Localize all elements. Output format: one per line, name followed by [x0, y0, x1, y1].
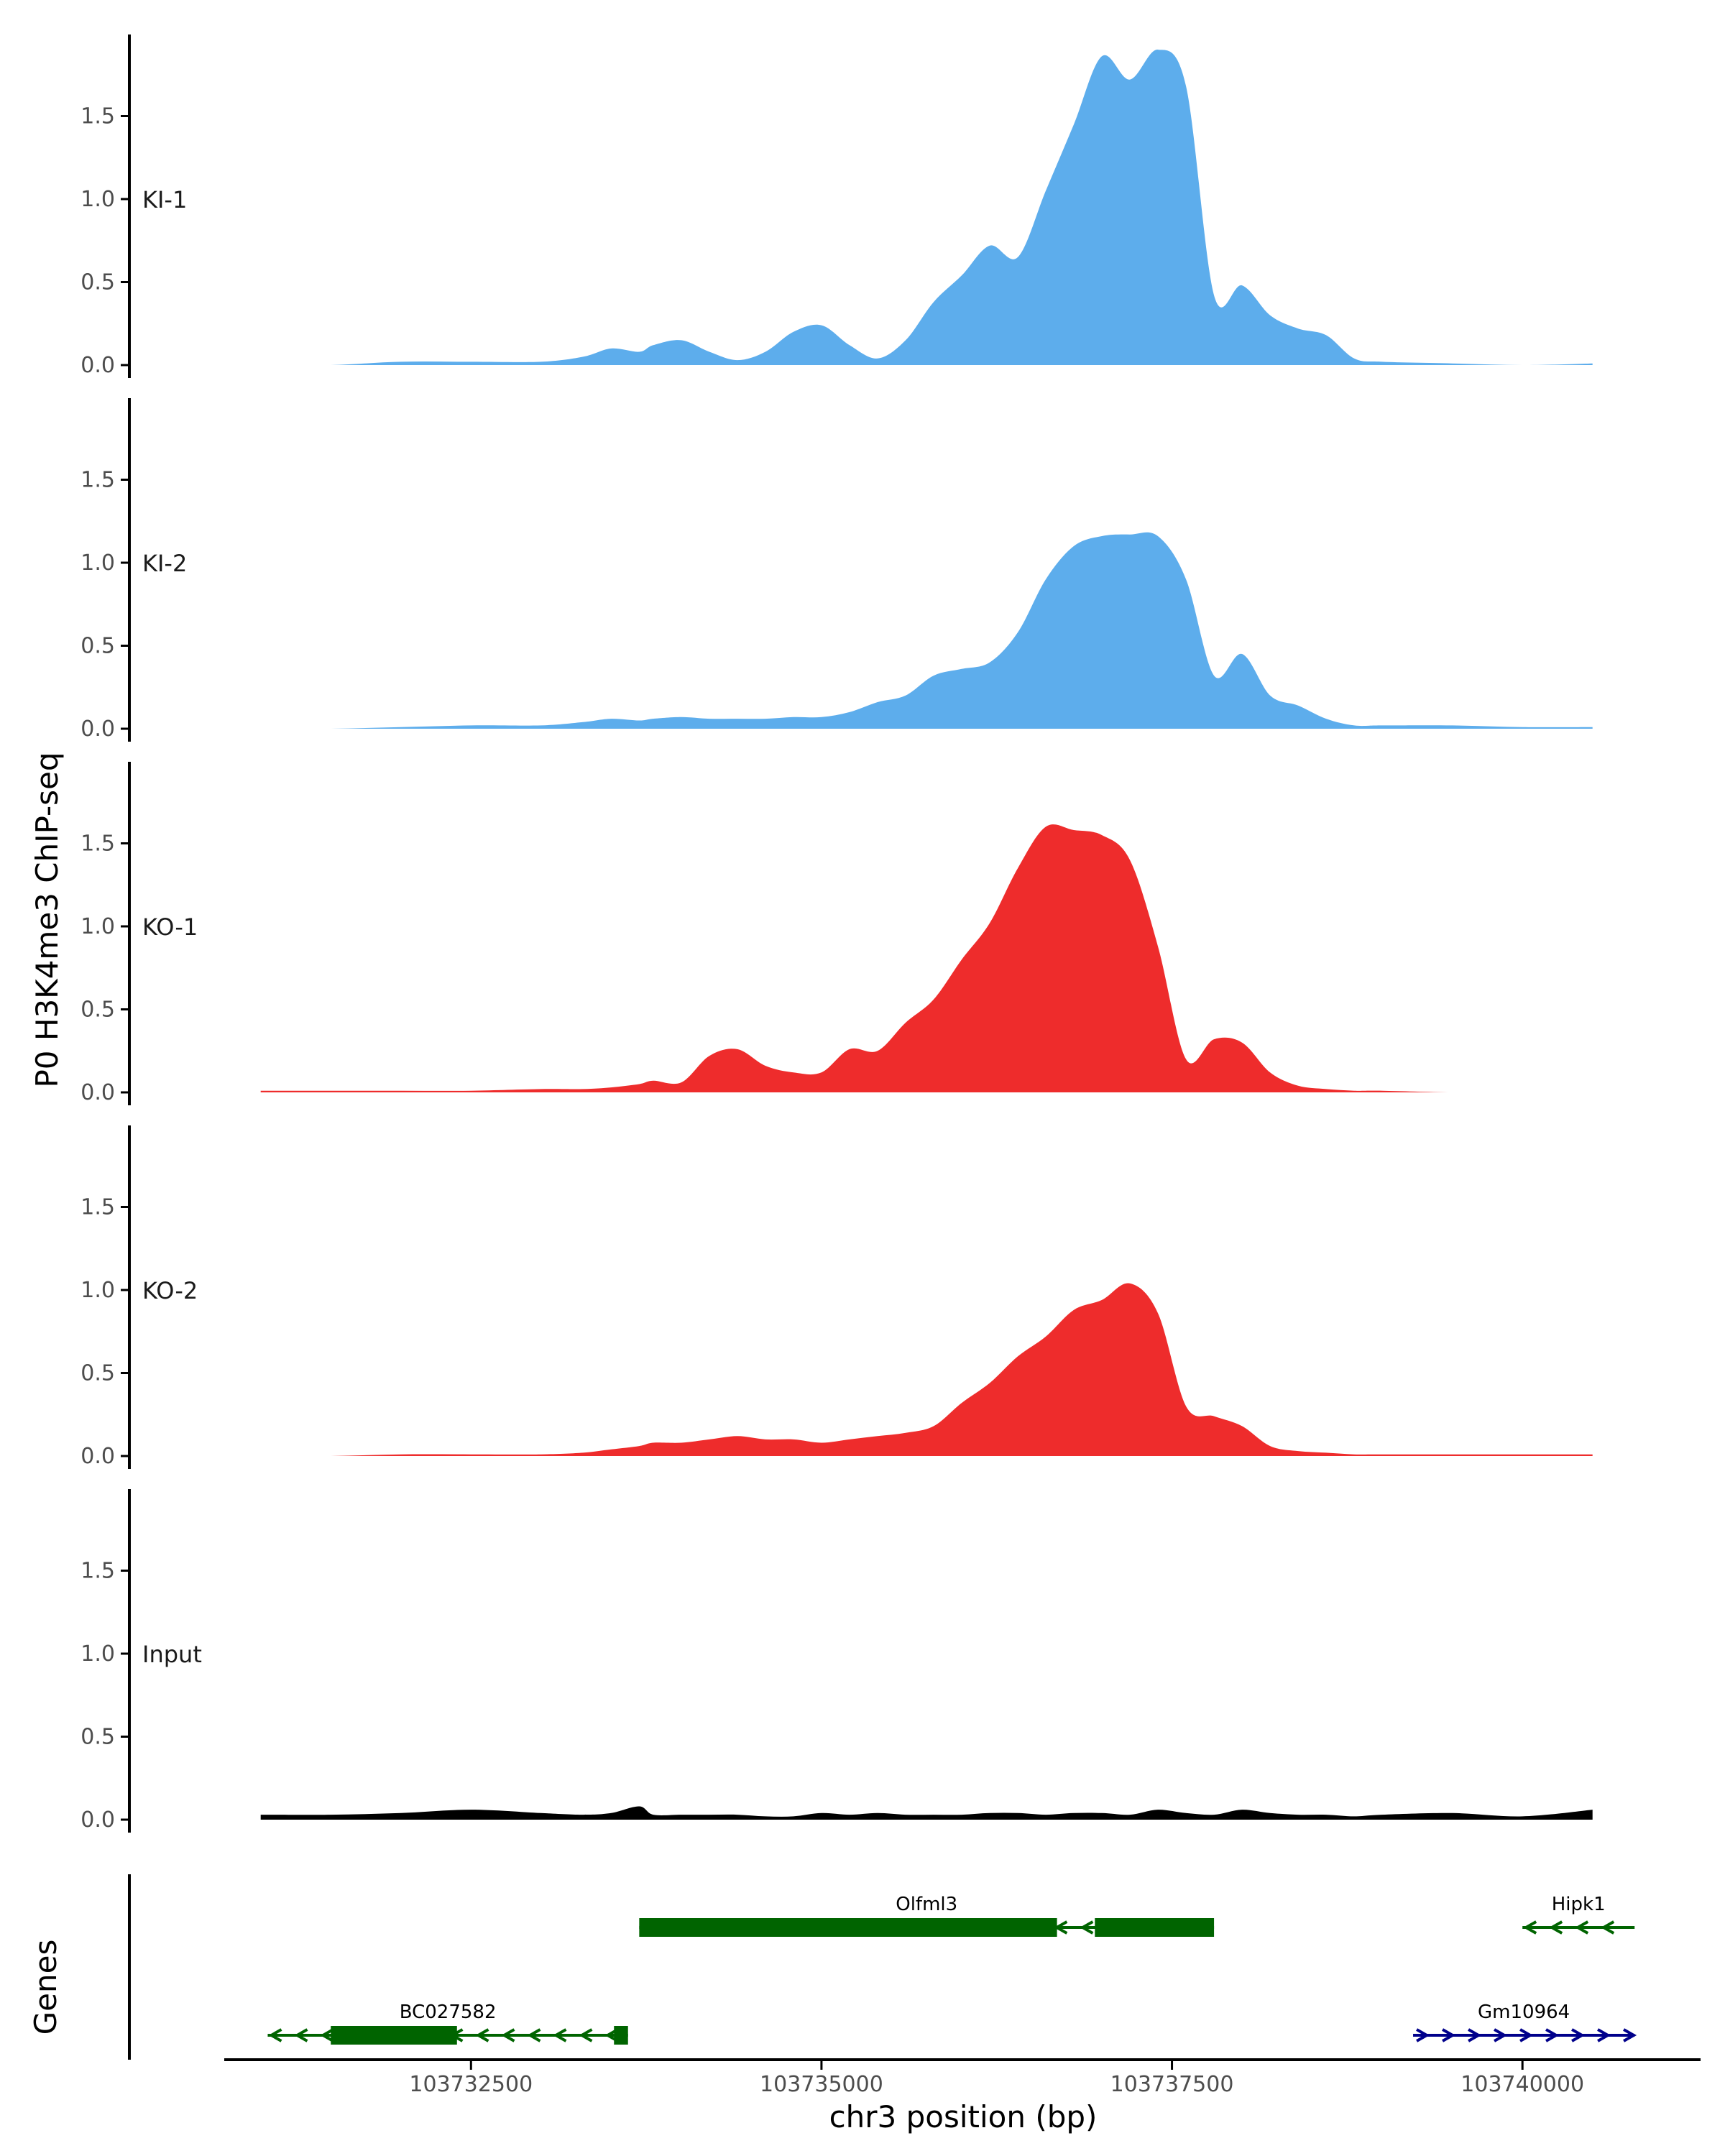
- strand-arrow-icon: [1080, 1920, 1094, 1935]
- y-tick-label: 0.5: [80, 998, 115, 1023]
- strand-arrow-icon: [1571, 2028, 1586, 2042]
- gene-label: Hipk1: [1552, 1894, 1606, 1915]
- strand-arrow-icon: [1545, 2028, 1560, 2042]
- y-tick-label: 0.0: [80, 1807, 115, 1833]
- y-tick-label: 1.0: [80, 914, 115, 939]
- track-ko-2: 0.0 0.5 1.0 1.5 KO-2: [80, 1125, 1593, 1469]
- gene-exon: [614, 2026, 628, 2045]
- y-tick-label: 1.0: [80, 187, 115, 212]
- y-tick-label: 1.5: [80, 1195, 115, 1220]
- strand-arrow-icon: [527, 2028, 541, 2042]
- y-tick-label: 1.0: [80, 550, 115, 576]
- signal-area-ki-1: [260, 50, 1593, 365]
- strand-arrow-icon: [1601, 1920, 1615, 1935]
- y-tick-label: 0.0: [80, 1080, 115, 1105]
- track-label: KO-1: [142, 913, 198, 941]
- gene-bc027582: BC027582: [267, 2001, 628, 2045]
- strand-arrow-icon: [1623, 2028, 1637, 2042]
- y-tick-label: 1.5: [80, 831, 115, 857]
- strand-arrow-icon: [1442, 2028, 1456, 2042]
- gene-olfml3: Olfml3: [639, 1894, 1215, 1937]
- y-tick-label: 0.0: [80, 1444, 115, 1469]
- y-tick-label: 1.5: [80, 1559, 115, 1584]
- strand-arrow-icon: [579, 2028, 593, 2042]
- genes-panel-title: Genes: [28, 1940, 63, 2035]
- signal-tracks: 0.0 0.5 1.0 1.5 KI-1 0.0 0.5 1.0 1.5 KI-2 0.0 0.5 1.…: [80, 34, 1593, 1833]
- strand-arrow-icon: [1597, 2028, 1611, 2042]
- x-tick-label: 103735000: [760, 2072, 883, 2097]
- track-label: Input: [142, 1641, 202, 1668]
- track-label: KO-2: [142, 1277, 198, 1304]
- x-axis: 103732500 103735000 103737500 103740000: [224, 2058, 1701, 2097]
- y-tick-label: 0.0: [80, 353, 115, 378]
- gene-label: Gm10964: [1478, 2001, 1570, 2023]
- gene-gm10964: Gm10964: [1413, 2001, 1637, 2042]
- y-tick-label: 0.5: [80, 1725, 115, 1750]
- gene-annotation-panel: Olfml3 Hipk1 BC027582 Gm10964: [128, 1874, 1637, 2060]
- strand-arrow-icon: [501, 2028, 515, 2042]
- gene-label: BC027582: [400, 2001, 497, 2023]
- signal-area-ko-2: [260, 1283, 1593, 1456]
- y-tick-label: 1.5: [80, 468, 115, 493]
- strand-arrow-icon: [1523, 1920, 1537, 1935]
- y-tick-label: 0.5: [80, 634, 115, 659]
- strand-arrow-icon: [268, 2028, 282, 2042]
- strand-arrow-icon: [1416, 2028, 1430, 2042]
- strand-arrow-icon: [1468, 2028, 1482, 2042]
- x-tick-label: 103737500: [1110, 2072, 1234, 2097]
- y-axis-title: P0 H3K4me3 ChIP-seq: [29, 752, 65, 1087]
- signal-area-ki-2: [260, 532, 1593, 729]
- y-tick-label: 0.5: [80, 1361, 115, 1386]
- gene-label: Olfml3: [896, 1894, 957, 1915]
- gene-exon: [639, 1918, 1057, 1937]
- track-ki-2: 0.0 0.5 1.0 1.5 KI-2: [80, 398, 1593, 742]
- x-tick-label: 103732500: [409, 2072, 533, 2097]
- gene-exon: [1095, 1918, 1215, 1937]
- track-ki-1: 0.0 0.5 1.0 1.5 KI-1: [80, 34, 1593, 378]
- signal-area-ko-1: [260, 824, 1593, 1092]
- strand-arrow-icon: [475, 2028, 489, 2042]
- strand-arrow-icon: [1519, 2028, 1534, 2042]
- strand-arrow-icon: [320, 2028, 334, 2042]
- y-tick-label: 0.5: [80, 270, 115, 295]
- y-tick-label: 1.0: [80, 1641, 115, 1667]
- strand-arrow-icon: [1549, 1920, 1563, 1935]
- gene-exon: [331, 2026, 457, 2045]
- y-tick-label: 1.5: [80, 104, 115, 129]
- track-label: KI-1: [142, 186, 187, 213]
- track-label: KI-2: [142, 550, 187, 577]
- x-tick-label: 103740000: [1460, 2072, 1584, 2097]
- signal-area-input: [260, 1806, 1593, 1820]
- y-tick-label: 1.0: [80, 1278, 115, 1303]
- track-ko-1: 0.0 0.5 1.0 1.5 KO-1: [80, 762, 1593, 1105]
- y-tick-label: 0.0: [80, 717, 115, 742]
- strand-arrow-icon: [1494, 2028, 1508, 2042]
- gene-hipk1: Hipk1: [1522, 1894, 1635, 1935]
- strand-arrow-icon: [294, 2028, 308, 2042]
- strand-arrow-icon: [1575, 1920, 1589, 1935]
- track-input: 0.0 0.5 1.0 1.5 Input: [80, 1489, 1593, 1833]
- x-axis-title: chr3 position (bp): [829, 2099, 1098, 2134]
- strand-arrow-icon: [553, 2028, 567, 2042]
